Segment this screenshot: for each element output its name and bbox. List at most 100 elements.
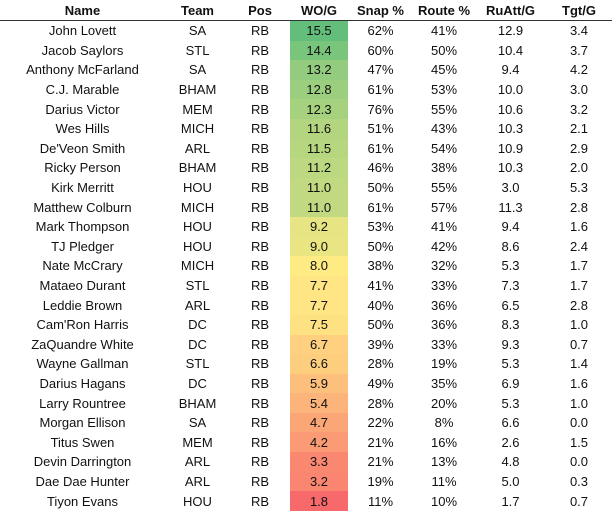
cell: 21% bbox=[367, 454, 394, 470]
cell: RB bbox=[250, 317, 270, 333]
table-row: Matthew Colburn MICH RB 11.0 61% 57% 11.3 2.8 bbox=[0, 197, 612, 217]
table-row: Dae Dae Hunter ARL RB 3.2 19% 11% 5.0 0.3 bbox=[0, 471, 612, 492]
cell: 12.9 bbox=[497, 23, 524, 39]
cell: RB bbox=[250, 121, 270, 137]
cell: 8.3 bbox=[501, 317, 520, 333]
cell: 7.3 bbox=[501, 278, 520, 294]
cell: SA bbox=[188, 62, 207, 78]
cell: MICH bbox=[180, 199, 215, 215]
cell: 10.6 bbox=[497, 101, 524, 117]
cell: BHAM bbox=[178, 82, 217, 98]
table-row: ZaQuandre White DC RB 6.7 39% 33% 9.3 0.7 bbox=[0, 334, 612, 355]
cell: 11.2 bbox=[290, 158, 348, 178]
column-header: Route % bbox=[413, 0, 475, 21]
cell: 0.0 bbox=[569, 454, 589, 470]
cell: 45% bbox=[430, 62, 458, 78]
cell: TJ Pledger bbox=[51, 238, 114, 254]
cell: 61% bbox=[367, 82, 394, 98]
cell: HOU bbox=[183, 238, 212, 254]
cell: 9.4 bbox=[501, 219, 520, 235]
cell: RB bbox=[250, 238, 270, 254]
cell: 10% bbox=[430, 493, 458, 509]
table-row: Titus Swen MEM RB 4.2 21% 16% 2.6 1.5 bbox=[0, 432, 612, 453]
cell: 42% bbox=[430, 238, 458, 254]
cell: 5.3 bbox=[501, 356, 520, 372]
cell: ARL bbox=[184, 297, 211, 313]
cell: 10.4 bbox=[497, 42, 524, 58]
cell: 5.4 bbox=[290, 393, 348, 413]
table-row: John Lovett SA RB 15.5 62% 41% 12.9 3.4 bbox=[0, 20, 612, 41]
column-header: RuAtt/G bbox=[475, 0, 546, 21]
cell: Leddie Brown bbox=[42, 297, 123, 313]
cell: Wes Hills bbox=[55, 121, 110, 137]
cell: RB bbox=[250, 278, 270, 294]
cell: John Lovett bbox=[48, 23, 117, 39]
cell: 9.3 bbox=[501, 336, 520, 352]
cell: MEM bbox=[182, 101, 213, 117]
cell: HOU bbox=[183, 493, 212, 509]
cell: 2.1 bbox=[569, 121, 589, 137]
table-row: Anthony McFarland SA RB 13.2 47% 45% 9.4 4.2 bbox=[0, 60, 612, 80]
cell: 20% bbox=[430, 395, 458, 411]
cell: 11.0 bbox=[290, 177, 348, 198]
cell: Devin Darrington bbox=[33, 454, 132, 470]
cell: MEM bbox=[182, 434, 213, 450]
cell: 8% bbox=[434, 415, 454, 431]
cell: 51% bbox=[367, 121, 394, 137]
table-row: Darius Hagans DC RB 5.9 49% 35% 6.9 1.6 bbox=[0, 373, 612, 394]
cell: 28% bbox=[367, 356, 394, 372]
cell: 50% bbox=[430, 42, 458, 58]
cell: 41% bbox=[367, 278, 394, 294]
cell: RB bbox=[250, 434, 270, 450]
cell: 7.7 bbox=[290, 275, 348, 296]
cell: 61% bbox=[367, 199, 394, 215]
table-body: John Lovett SA RB 15.5 62% 41% 12.9 3.4 Jacob Sa… bbox=[0, 20, 612, 511]
table-row: Devin Darrington ARL RB 3.3 21% 13% 4.8 0.0 bbox=[0, 452, 612, 472]
cell: Titus Swen bbox=[50, 434, 115, 450]
cell: 12.3 bbox=[290, 99, 348, 119]
cell: 11.0 bbox=[290, 197, 348, 217]
cell: 55% bbox=[430, 101, 458, 117]
cell: 1.4 bbox=[569, 356, 589, 372]
cell: 8.6 bbox=[501, 238, 520, 254]
cell: 35% bbox=[430, 375, 458, 391]
cell: 50% bbox=[367, 238, 394, 254]
cell: Tiyon Evans bbox=[46, 493, 119, 509]
cell: 3.0 bbox=[501, 180, 520, 196]
cell: Larry Rountree bbox=[39, 395, 126, 411]
cell: 55% bbox=[430, 180, 458, 196]
header-row: Name Team Pos WO/G Snap % Route % RuAtt/G Tgt/G bbox=[0, 0, 612, 21]
cell: RB bbox=[250, 356, 270, 372]
cell: 9.0 bbox=[290, 236, 348, 257]
cell: 19% bbox=[367, 473, 394, 489]
cell: 4.2 bbox=[290, 432, 348, 453]
cell: BHAM bbox=[178, 395, 217, 411]
cell: RB bbox=[250, 219, 270, 235]
cell: RB bbox=[250, 493, 270, 509]
cell: Anthony McFarland bbox=[26, 62, 139, 78]
column-header: Team bbox=[165, 0, 230, 21]
cell: 3.2 bbox=[290, 471, 348, 492]
cell: 11.6 bbox=[290, 118, 348, 139]
cell: 2.8 bbox=[569, 297, 589, 313]
cell: RB bbox=[250, 395, 270, 411]
cell: 10.9 bbox=[497, 140, 524, 156]
column-header: Name bbox=[0, 0, 165, 21]
cell: BHAM bbox=[178, 160, 217, 176]
cell: 50% bbox=[367, 180, 394, 196]
column-header: Pos bbox=[230, 0, 290, 21]
cell: Ricky Person bbox=[44, 160, 121, 176]
column-header: WO/G bbox=[290, 0, 348, 21]
cell: DC bbox=[188, 336, 207, 352]
table-row: Darius Victor MEM RB 12.3 76% 55% 10.6 3.2 bbox=[0, 99, 612, 119]
cell: 43% bbox=[430, 121, 458, 137]
cell: 4.2 bbox=[569, 62, 589, 78]
table-row: Morgan Ellison SA RB 4.7 22% 8% 6.6 0.0 bbox=[0, 412, 612, 433]
cell: 3.3 bbox=[290, 452, 348, 472]
table-row: Tiyon Evans HOU RB 1.8 11% 10% 1.7 0.7 bbox=[0, 491, 612, 511]
cell: RB bbox=[250, 473, 270, 489]
cell: Kirk Merritt bbox=[51, 180, 114, 196]
table-row: Mark Thompson HOU RB 9.2 53% 41% 9.4 1.6 bbox=[0, 216, 612, 237]
